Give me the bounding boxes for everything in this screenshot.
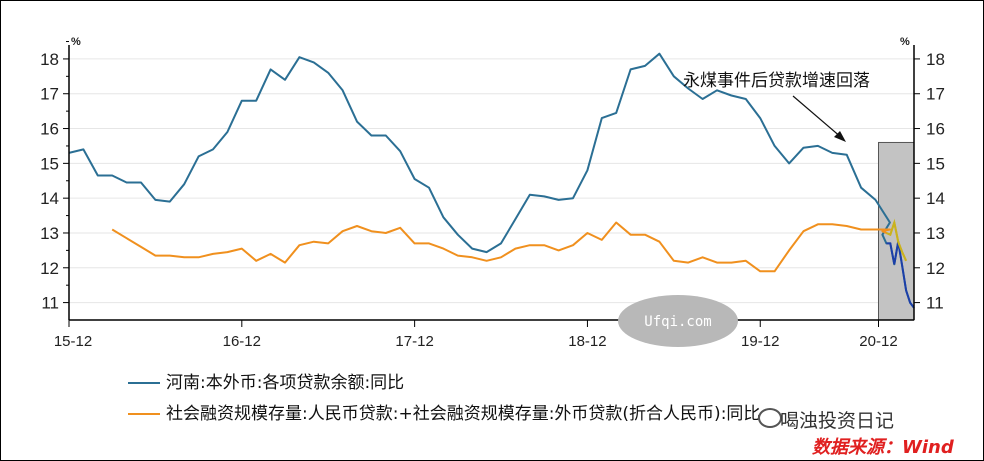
- legend-swatch: [128, 382, 160, 384]
- annotation-arrowhead: [834, 131, 846, 142]
- y-axis-left-ticks: 11 12 13 14 15 16 17 18: [40, 41, 69, 313]
- legend-label: 社会融资规模存量:人民币贷款:+社会融资规模存量:外币贷款(折合人民币):同比: [166, 404, 761, 424]
- y-tick-label-right: 15: [926, 154, 945, 173]
- legend-swatch: [128, 413, 160, 415]
- y-tick-label-right: 13: [926, 224, 945, 243]
- watermark-oval: [618, 295, 738, 347]
- y-tick-label-left: 11: [41, 294, 59, 313]
- y-tick-label-right: 16: [926, 120, 945, 139]
- x-tick-label: 16-12: [223, 333, 261, 350]
- y-tick-label-right: 12: [926, 259, 945, 278]
- y-axis-right-ticks: 11 12 13 14 15 16 17 18: [914, 50, 945, 313]
- y-tick-label-right: 11: [926, 294, 944, 313]
- annotation-label: 永煤事件后贷款增速回落: [683, 71, 870, 91]
- axes: [68, 45, 915, 321]
- watermark-overlay-text: Ufqi.com: [644, 314, 711, 330]
- x-tick-label: 20-12: [859, 333, 897, 350]
- annotation-group: 永煤事件后贷款增速回落: [683, 71, 870, 142]
- series-lines: [68, 52, 915, 309]
- y-tick-label-left: 14: [40, 189, 59, 208]
- x-tick-label: 19-12: [741, 333, 779, 350]
- series-line-1-tail: [886, 218, 908, 262]
- watermark-brand: 喝浊投资日记: [780, 410, 895, 432]
- y-tick-label-right: 14: [926, 189, 945, 208]
- legend-item-henan-loans: 河南:本外币:各项贷款余额:同比: [128, 368, 404, 393]
- x-tick-label: 15-12: [54, 333, 92, 350]
- y-tick-label-left: 17: [40, 85, 59, 104]
- y-tick-label-left: 13: [40, 224, 59, 243]
- y-tick-label-left: 18: [40, 50, 59, 69]
- y-tick-label-right: 17: [926, 85, 945, 104]
- y-tick-label-right: 18: [926, 50, 945, 69]
- watermark-overlay: Ufqi.com: [618, 295, 738, 347]
- y-tick-label-left: 12: [40, 259, 59, 278]
- source-note: 数据来源：Wind: [812, 437, 954, 458]
- x-axis-ticks: 15-12 16-12 17-12 18-12 19-12 20-12: [54, 320, 898, 350]
- gridlines: [69, 58, 914, 304]
- series-line-0: [68, 52, 915, 309]
- y-tick-label-left: 15: [40, 154, 59, 173]
- annotation-arrow-line: [792, 95, 843, 139]
- x-tick-label: 18-12: [568, 333, 606, 350]
- series-line-0-tail: [886, 241, 915, 309]
- y-axis-left-unit: %: [71, 36, 81, 48]
- legend-item-social-financing-loans: 社会融资规模存量:人民币贷款:+社会融资规模存量:外币贷款(折合人民币):同比: [128, 399, 760, 424]
- x-tick-label: 17-12: [395, 333, 433, 350]
- legend-label: 河南:本外币:各项贷款余额:同比: [166, 373, 405, 393]
- y-tick-label-left: 16: [40, 120, 59, 139]
- series-line-1: [111, 221, 908, 273]
- y-axis-right-unit: %: [900, 36, 910, 48]
- wechat-icon: [758, 408, 782, 428]
